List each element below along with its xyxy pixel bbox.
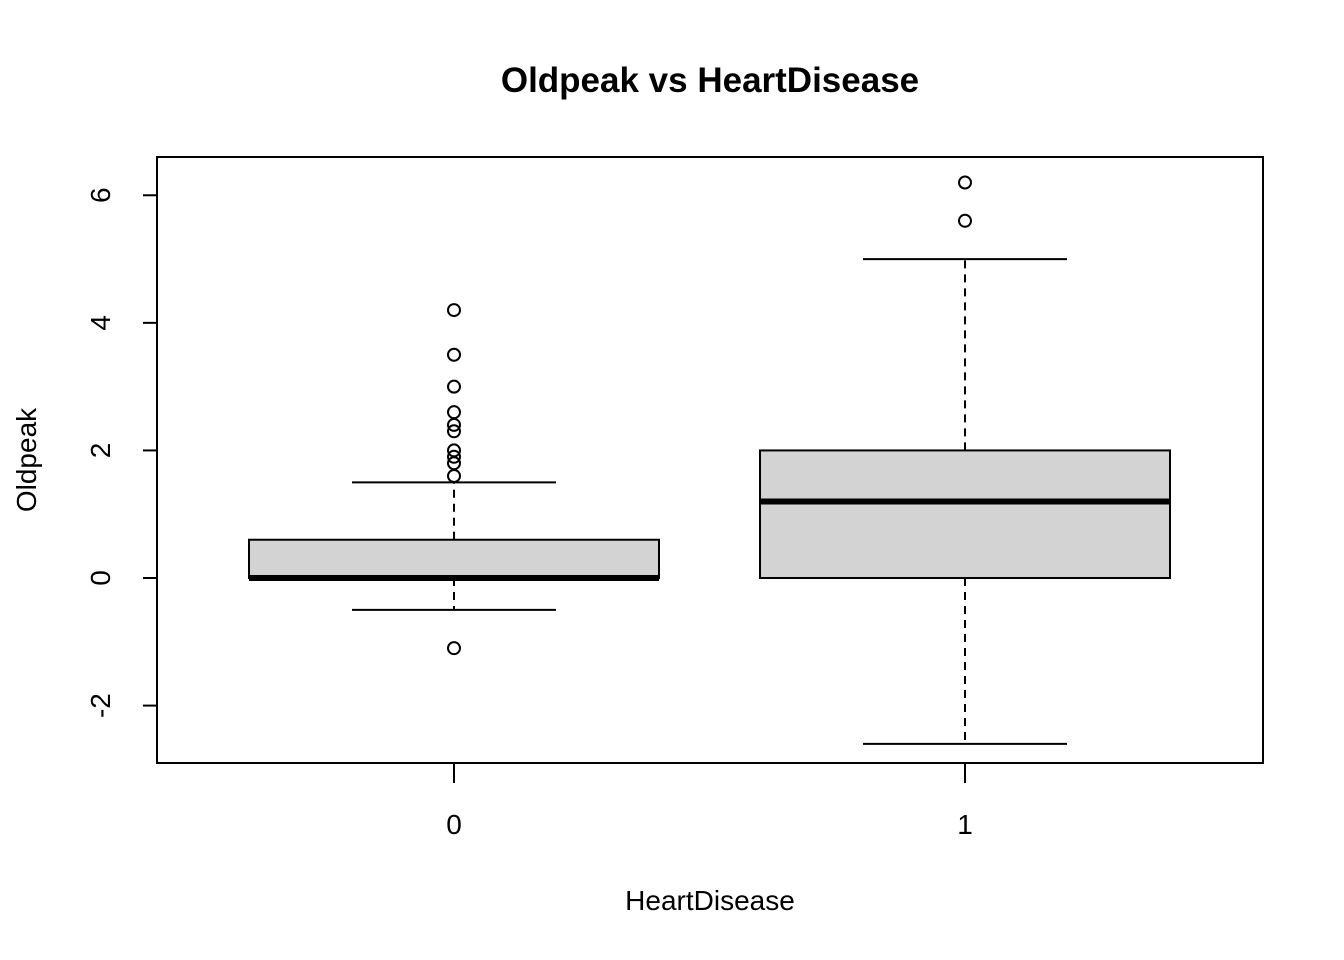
chart-title: Oldpeak vs HeartDisease [501,61,919,100]
outlier-point [447,405,461,420]
x-axis-label: HeartDisease [625,885,795,916]
outlier-point [447,468,461,483]
x-tick-label: 1 [957,809,973,840]
x-tick-label: 0 [446,809,462,840]
iqr-box [759,449,1171,580]
outlier-point [447,641,461,656]
outlier-point [958,175,972,190]
y-tick-label: 0 [85,570,116,586]
iqr-box [248,538,660,580]
outlier-point [447,347,461,362]
y-tick-label: 2 [85,443,116,459]
outlier-point [447,424,461,439]
plot-frame [156,156,1264,764]
outlier-point [958,213,972,228]
outlier-point [447,443,461,458]
y-tick-label: 4 [85,315,116,331]
outlier-point [447,303,461,318]
box-group-0 [248,303,660,656]
y-axis: -2 0 2 4 6 [85,187,157,718]
box-group-1 [759,175,1171,745]
y-tick-label: -2 [85,693,116,718]
outlier-point [447,379,461,394]
y-axis-label: Oldpeak [11,407,42,512]
y-tick-label: 6 [85,187,116,203]
boxes-layer [248,175,1171,745]
outlier-point [447,449,461,464]
